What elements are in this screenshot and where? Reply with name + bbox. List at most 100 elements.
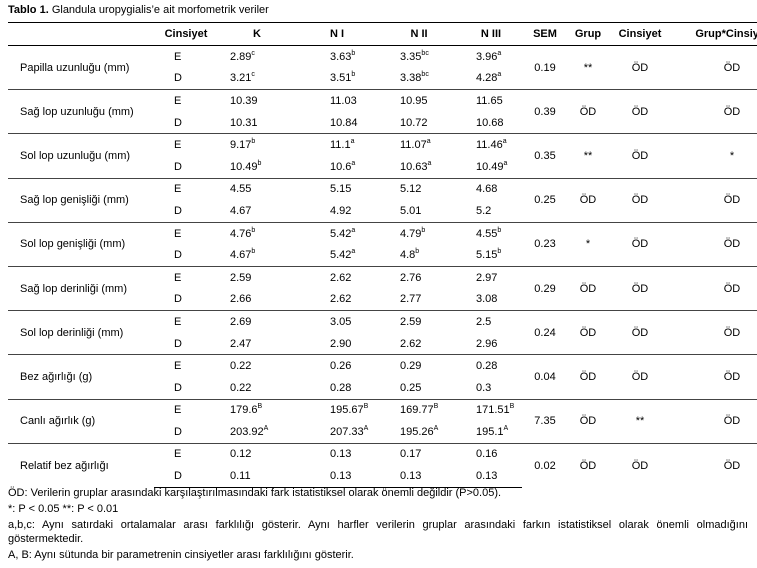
value-number: 9.17 [230,139,252,152]
value-cell: 207.33A [296,421,378,443]
value-cell: 3.51b [296,68,378,90]
value-cell: 195.26A [378,421,460,443]
value-number: 2.66 [230,293,252,306]
significance-letter: a [497,49,502,57]
grup-cinsiyet-significance-cell: ÖD [672,177,757,223]
value-number: 3.38 [400,72,422,85]
value-cell: 5.42a [296,221,378,245]
grup-cinsiyet-significance-cell: ÖD [672,442,757,488]
sex-cell: E [154,133,218,156]
table-row: D 4.67b 5.42a 4.8b 5.15b [8,244,757,266]
value-number: 0.13 [400,470,422,483]
table-row: Sol lop uzunluğu (mm) E 9.17b 11.1a 11.07a 11… [8,133,757,179]
header-cell: Grup [568,22,608,46]
value-cell: 2.89c [218,44,296,68]
table-caption-label: Tablo 1. [8,4,49,16]
value-cell: 3.21c [218,68,296,90]
table-caption-text: Glandula uropygialis’e ait morfometrik v… [51,4,269,16]
value-number: 4.67 [230,204,252,217]
footnote: ÖD: Verilerin gruplar arasındaki karşıla… [8,487,502,499]
value-number: 5.01 [400,204,422,217]
value-cell: 3.63b [296,44,378,68]
value-number: 0.11 [230,470,251,483]
value-cell: 4.28a [460,68,522,90]
cinsiyet-significance-cell: ÖD [608,177,672,223]
value-number: 2.96 [476,337,498,350]
morphometric-table: Cinsiyet K N I N II N III SEM Grup Cinsi… [8,22,757,488]
sem-cell: 0.04 [522,354,568,399]
value-cell: 10.31 [218,112,296,134]
grup-significance-cell: ÖD [568,89,608,134]
value-number: 0.22 [230,360,252,373]
value-cell: 0.28 [460,354,522,377]
value-number: 10.6 [330,160,352,173]
significance-letter: a [503,159,508,167]
value-cell: 2.76 [378,265,460,289]
value-cell: 4.55 [218,177,296,201]
value-number: 3.05 [330,315,352,328]
sem-cell: 0.19 [522,44,568,90]
header-cell: Cinsiyet [608,22,672,46]
value-number: 4.55 [476,227,498,240]
significance-letter: b [251,226,256,234]
value-number: 2.77 [400,293,422,306]
footnote: a,b,c: Aynı satırdaki ortalamalar arası … [8,519,748,545]
significance-letter: a [497,71,502,79]
value-cell: 10.39 [218,89,296,112]
value-number: 0.13 [330,470,352,483]
value-cell: 11.65 [460,89,522,112]
value-cell: 0.28 [296,377,378,399]
parameter-label: Sağ lop uzunluğu (mm) [8,89,154,134]
parameter-label: Sağ lop derinliği (mm) [8,265,154,311]
value-cell: 2.66 [218,289,296,311]
table-row: D 0.11 0.13 0.13 0.13 [8,465,757,488]
sem-cell: 0.24 [522,310,568,355]
parameter-label: Sol lop genişliği (mm) [8,221,154,267]
grup-significance-cell: ÖD [568,442,608,488]
grup-cinsiyet-significance-cell: ÖD [672,89,757,134]
value-number: 2.59 [400,315,422,328]
value-cell: 3.35bc [378,44,460,68]
value-number: 10.84 [330,116,358,129]
value-number: 2.97 [476,271,498,284]
value-cell: 2.77 [378,289,460,311]
sex-cell: D [174,293,182,306]
value-cell: 5.15 [296,177,378,201]
value-cell: 0.22 [218,377,296,399]
value-cell: 2.62 [296,265,378,289]
value-cell: 5.2 [460,200,522,222]
value-cell: 10.49b [218,156,296,178]
grup-cinsiyet-significance-cell: ÖD [672,265,757,311]
value-cell: 4.92 [296,200,378,222]
value-number: 4.55 [230,183,252,196]
value-number: 2.59 [230,271,252,284]
value-number: 10.68 [476,116,504,129]
sex-cell: E [154,44,218,68]
value-number: 207.33 [330,425,364,438]
significance-letter: B [509,403,515,411]
value-cell: 2.62 [378,333,460,355]
significance-letter: a [351,226,356,234]
value-cell: 4.79b [378,221,460,245]
value-number: 4.79 [400,227,422,240]
parameter-label: Bez ağırlığı (g) [8,354,154,399]
value-number: 11.46 [476,139,503,152]
table-row: D 2.47 2.90 2.62 2.96 [8,333,757,355]
table-row: D 203.92A 207.33A 195.26A 195.1A [8,421,757,443]
significance-letter: c [251,49,255,57]
value-number: 179.6 [230,404,258,417]
grup-cinsiyet-significance-cell: ÖD [672,354,757,399]
value-cell: 2.96 [460,333,522,355]
value-cell: 0.13 [460,465,522,488]
value-number: 10.49 [476,160,504,173]
sex-cell: E [154,398,218,422]
sex-cell: D [174,425,182,438]
grup-significance-cell: ÖD [568,398,608,444]
table-row: Sağ lop genişliği (mm) E 4.55 5.15 5.12 4.68 0… [8,177,757,223]
value-cell: 10.6a [296,156,378,178]
value-number: 0.28 [476,360,498,373]
value-number: 5.15 [330,183,352,196]
value-number: 2.62 [330,271,352,284]
significance-letter: B [257,403,263,411]
value-number: 11.07 [400,139,427,152]
